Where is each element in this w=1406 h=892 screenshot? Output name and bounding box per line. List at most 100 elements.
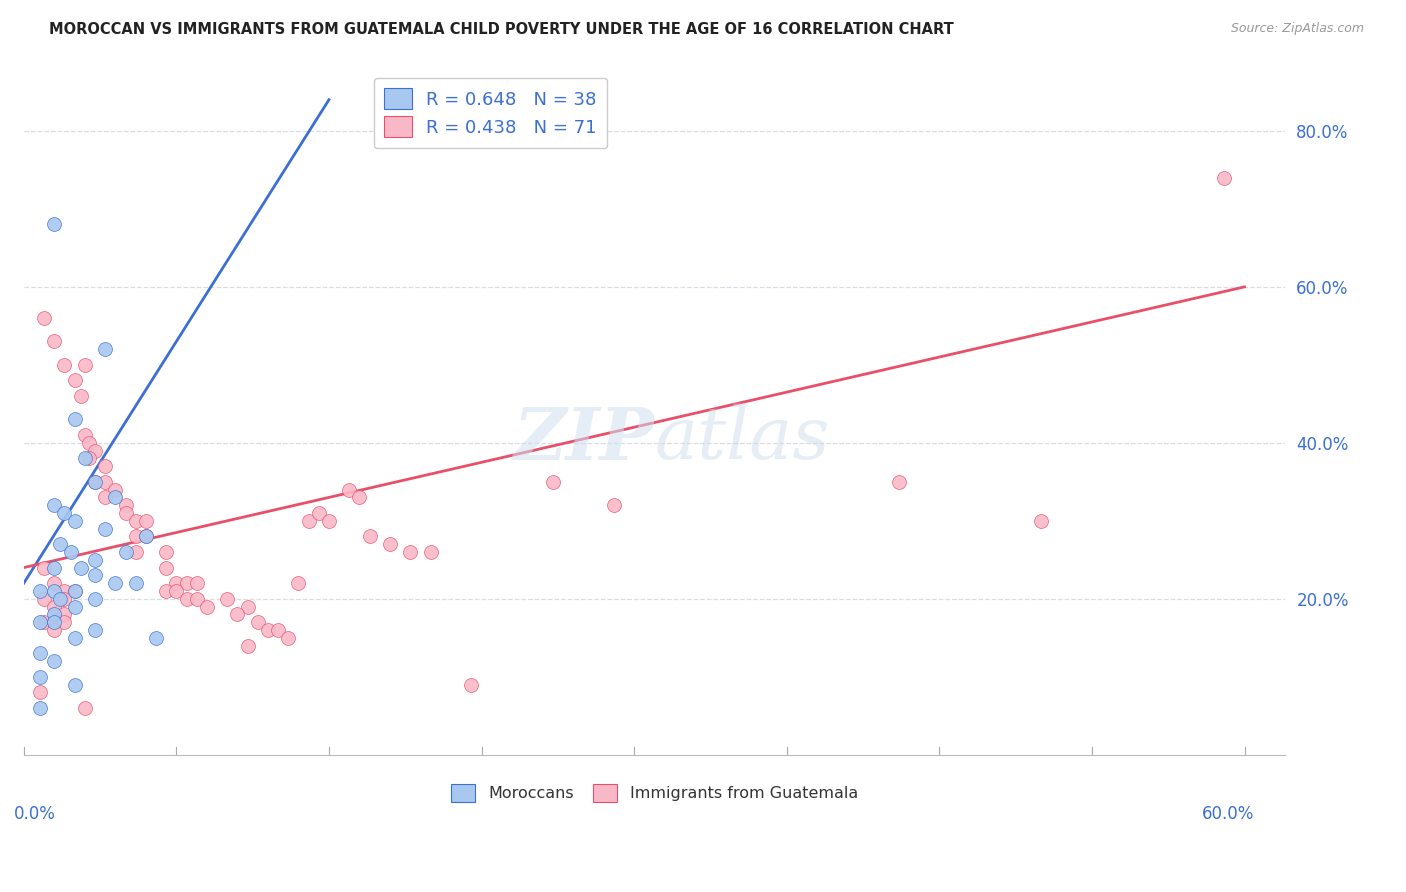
Point (63, 584, 86, 599)
Point (44, 576, 66, 591)
Point (69, 389, 91, 403)
Point (94, 522, 117, 536)
Point (287, 576, 309, 591)
Point (69, 560, 91, 574)
Point (125, 529, 148, 543)
Point (32, 615, 55, 630)
Point (1213, 170, 1236, 185)
Point (84, 568, 107, 582)
Text: 0.0%: 0.0% (14, 805, 55, 823)
Point (77, 451, 100, 466)
Point (28, 615, 51, 630)
Point (267, 623, 290, 637)
Text: MOROCCAN VS IMMIGRANTS FROM GUATEMALA CHILD POVERTY UNDER THE AGE OF 16 CORRELAT: MOROCCAN VS IMMIGRANTS FROM GUATEMALA CH… (49, 22, 953, 37)
Point (53, 506, 76, 520)
Point (226, 607, 249, 622)
Point (53, 607, 76, 622)
Point (63, 631, 86, 645)
Point (246, 615, 269, 630)
Point (84, 475, 107, 489)
Point (94, 343, 117, 357)
Point (195, 599, 218, 614)
Point (135, 529, 157, 543)
Point (155, 545, 177, 559)
Point (378, 537, 401, 551)
Text: 60.0%: 60.0% (1202, 805, 1254, 823)
Point (125, 545, 148, 559)
Point (49, 591, 72, 606)
Text: ZIP: ZIP (513, 403, 655, 475)
Point (84, 443, 107, 458)
Point (44, 334, 66, 349)
Point (32, 591, 55, 606)
Point (84, 623, 107, 637)
Point (359, 529, 381, 543)
Point (186, 591, 208, 606)
Point (94, 459, 117, 474)
Point (53, 615, 76, 630)
Point (308, 506, 330, 520)
Point (460, 677, 482, 691)
Point (44, 218, 66, 232)
Point (236, 639, 259, 653)
Point (44, 615, 66, 630)
Text: atlas: atlas (655, 404, 830, 475)
Point (186, 576, 208, 591)
Point (236, 599, 259, 614)
Point (63, 412, 86, 426)
Point (257, 623, 280, 637)
Point (53, 591, 76, 606)
Point (28, 646, 51, 660)
Point (44, 560, 66, 574)
Point (145, 631, 167, 645)
Point (104, 576, 127, 591)
Point (44, 623, 66, 637)
Point (125, 576, 148, 591)
Point (63, 599, 86, 614)
Point (318, 514, 340, 528)
Point (59, 545, 82, 559)
Point (63, 677, 86, 691)
Point (165, 584, 187, 599)
Point (44, 599, 66, 614)
Point (53, 584, 76, 599)
Point (155, 584, 177, 599)
Point (73, 451, 96, 466)
Point (44, 584, 66, 599)
Point (44, 607, 66, 622)
Point (44, 654, 66, 668)
Point (44, 498, 66, 512)
Point (277, 631, 299, 645)
Point (176, 591, 198, 606)
Point (155, 560, 177, 574)
Point (84, 553, 107, 567)
Point (114, 498, 136, 512)
Point (298, 514, 321, 528)
Point (73, 358, 96, 372)
Point (419, 545, 441, 559)
Point (84, 475, 107, 489)
Point (63, 514, 86, 528)
Point (84, 591, 107, 606)
Point (32, 560, 55, 574)
Point (73, 701, 96, 715)
Point (541, 475, 564, 489)
Point (63, 374, 86, 388)
Point (104, 483, 127, 497)
Point (349, 491, 371, 505)
Legend: Moroccans, Immigrants from Guatemala: Moroccans, Immigrants from Guatemala (444, 777, 865, 808)
Point (28, 584, 51, 599)
Point (28, 670, 51, 684)
Point (28, 701, 51, 715)
Point (114, 545, 136, 559)
Point (1029, 514, 1052, 528)
Point (49, 537, 72, 551)
Point (94, 475, 117, 489)
Point (77, 435, 100, 450)
Point (135, 529, 157, 543)
Point (63, 584, 86, 599)
Point (114, 506, 136, 520)
Point (165, 576, 187, 591)
Point (44, 615, 66, 630)
Point (28, 685, 51, 699)
